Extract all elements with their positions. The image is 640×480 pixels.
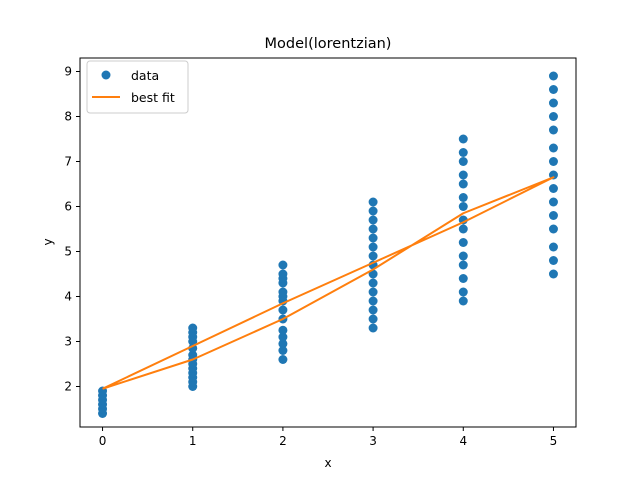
data-point xyxy=(458,274,468,283)
y-tick-label: 7 xyxy=(64,155,72,169)
x-tick-label: 2 xyxy=(279,434,287,448)
chart-title: Model(lorentzian) xyxy=(265,36,392,52)
axes: 0 1 2 3 4 5 2 3 4 5 6 7 8 9 xyxy=(64,57,577,448)
data-point xyxy=(548,256,558,265)
data-point xyxy=(458,296,468,306)
data-point xyxy=(458,251,468,261)
data-point xyxy=(458,179,468,189)
data-point xyxy=(368,215,378,225)
data-point xyxy=(548,112,558,121)
data-point xyxy=(548,269,558,279)
data-point xyxy=(548,71,558,81)
x-tick-label: 1 xyxy=(189,434,197,448)
data-point xyxy=(548,98,558,108)
legend-label-best-fit: best fit xyxy=(131,90,175,105)
data-point xyxy=(368,251,378,261)
y-tick-label: 5 xyxy=(64,245,72,259)
y-tick-label: 8 xyxy=(64,110,72,124)
data-point xyxy=(548,157,558,166)
data-point xyxy=(548,125,558,135)
data-point xyxy=(278,260,288,270)
data-point xyxy=(458,134,468,144)
best-fit-line xyxy=(102,176,555,390)
plot-area xyxy=(98,71,558,418)
data-point xyxy=(278,325,288,335)
x-tick-label: 0 xyxy=(99,434,107,448)
data-point xyxy=(458,287,468,297)
data-point xyxy=(548,143,558,153)
y-tick-label: 9 xyxy=(64,65,72,79)
data-point xyxy=(278,305,288,315)
data-point xyxy=(458,260,468,270)
legend: data best fit xyxy=(86,60,189,114)
data-point xyxy=(278,346,288,355)
data-point xyxy=(458,224,468,234)
y-tick-label: 3 xyxy=(64,335,72,349)
data-point xyxy=(368,242,378,252)
legend-marker-data xyxy=(101,70,111,80)
y-tick-label: 6 xyxy=(64,200,72,214)
data-point xyxy=(368,287,378,297)
data-point xyxy=(368,224,378,234)
axes-frame xyxy=(79,57,577,428)
data-point xyxy=(368,305,378,315)
data-point xyxy=(278,339,288,349)
data-point xyxy=(368,233,378,243)
data-point xyxy=(368,278,378,288)
data-point xyxy=(458,170,468,180)
data-point xyxy=(548,211,558,220)
legend-frame xyxy=(86,60,189,114)
data-point xyxy=(548,242,558,252)
x-tick-label: 5 xyxy=(550,434,558,448)
data-point xyxy=(458,157,468,166)
data-point xyxy=(458,238,468,247)
data-point xyxy=(458,202,468,211)
data-point xyxy=(548,197,558,207)
data-point xyxy=(548,85,558,94)
data-point xyxy=(278,355,288,364)
y-tick-label: 2 xyxy=(64,380,72,394)
x-tick-label: 4 xyxy=(459,434,467,448)
x-axis-label: x xyxy=(324,456,331,470)
data-point xyxy=(368,314,378,324)
data-point xyxy=(548,224,558,234)
data-point xyxy=(278,287,288,297)
x-tick-label: 3 xyxy=(369,434,377,448)
y-axis-label: y xyxy=(41,238,55,245)
data-point xyxy=(368,206,378,216)
data-point xyxy=(188,323,198,333)
data-point xyxy=(188,350,198,360)
data-point xyxy=(278,269,288,279)
y-tick-label: 4 xyxy=(64,290,72,304)
data-point xyxy=(368,323,378,333)
data-point xyxy=(548,184,558,193)
data-point xyxy=(278,332,288,342)
data-point xyxy=(368,296,378,306)
data-point xyxy=(458,148,468,157)
data-point xyxy=(458,193,468,202)
data-point xyxy=(368,197,378,207)
legend-label-data: data xyxy=(131,68,159,83)
